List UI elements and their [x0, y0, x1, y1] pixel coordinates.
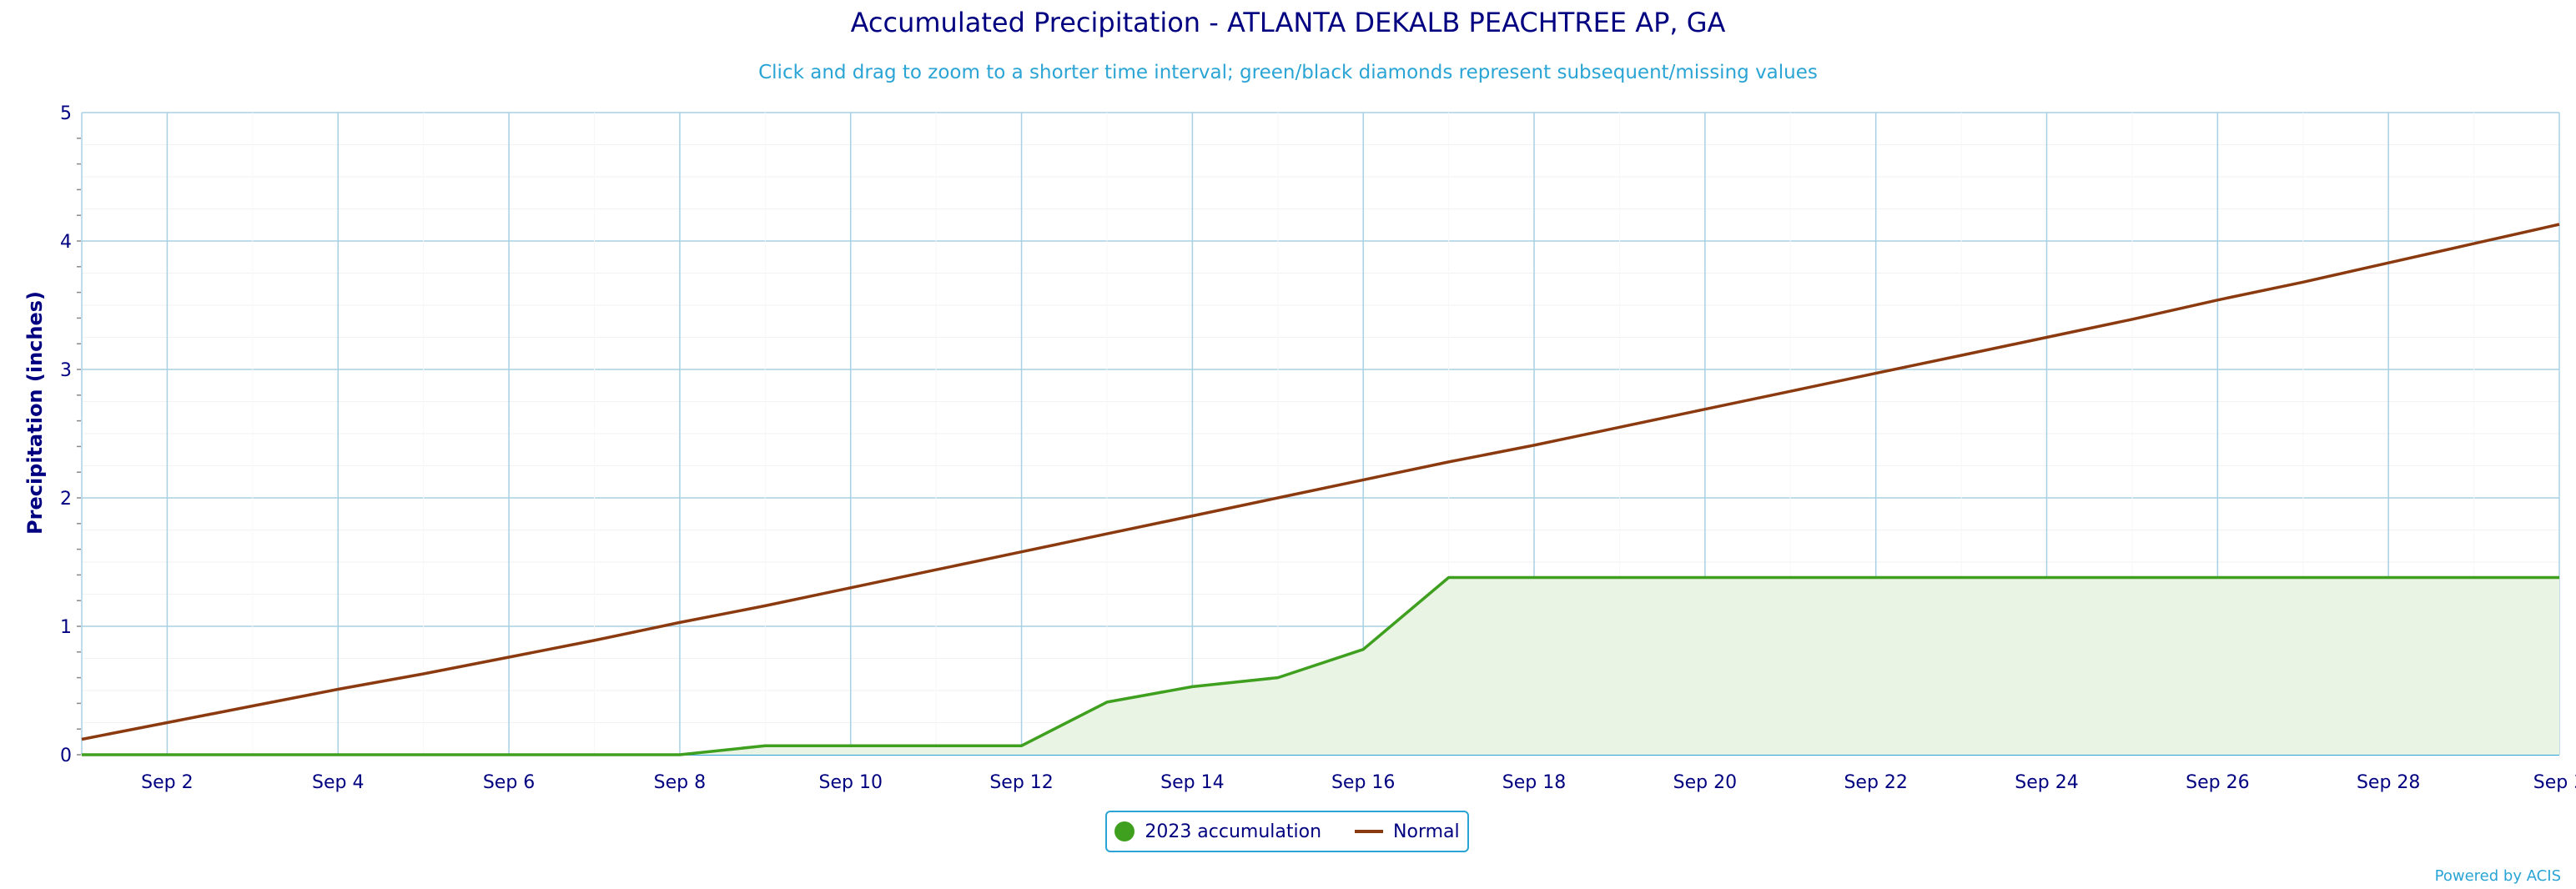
y-tick-label: 4: [60, 232, 72, 253]
y-tick-label: 0: [60, 746, 72, 766]
y-tick-label: 1: [60, 617, 72, 638]
x-tick-label: Sep 10: [818, 772, 882, 793]
x-tick-label: Sep 18: [1502, 772, 1566, 793]
series-layer: [81, 223, 2560, 756]
green-dot-icon: [1114, 821, 1135, 841]
legend-item-normal[interactable]: Normal: [1355, 821, 1460, 842]
brown-line-icon: [1355, 830, 1384, 833]
legend-item-2023[interactable]: 2023 accumulation: [1114, 821, 1321, 842]
axes: 0 1 2 3 4 5 Sep 2 Sep 4 Sep 6 Sep 8 Sep 10 Sep 12 Se…: [60, 103, 2576, 793]
legend: 2023 accumulation Normal: [1105, 811, 1469, 852]
y-tick-label: 5: [60, 103, 72, 124]
chart-title: Accumulated Precipitation - ATLANTA DEKA…: [850, 7, 1726, 38]
x-tick-label: Sep 28: [2357, 772, 2420, 793]
series-line-1: [82, 575, 2559, 756]
series-area-1: [82, 577, 2559, 755]
series-line-2: [81, 223, 2560, 741]
powered-by-link[interactable]: Powered by ACIS: [2434, 867, 2561, 885]
y-axis-label: Precipitation (inches): [23, 291, 47, 535]
x-tick-label: Sep 3: [2533, 772, 2576, 793]
x-tick-label: Sep 8: [654, 772, 706, 793]
x-tick-label: Sep 24: [2015, 772, 2078, 793]
y-tick-label: 3: [60, 360, 72, 381]
legend-label-normal: Normal: [1393, 821, 1460, 842]
x-tick-label: Sep 22: [1844, 772, 1907, 793]
x-tick-label: Sep 2: [141, 772, 193, 793]
x-tick-label: Sep 16: [1331, 772, 1395, 793]
chart-subtitle: Click and drag to zoom to a shorter time…: [758, 62, 1818, 83]
x-tick-label: Sep 6: [483, 772, 535, 793]
precipitation-chart[interactable]: 0 1 2 3 4 5 Sep 2 Sep 4 Sep 6 Sep 8 Sep 10 Sep 12 Se…: [0, 0, 2576, 801]
y-tick-label: 2: [60, 489, 72, 510]
x-tick-label: Sep 14: [1160, 772, 1224, 793]
legend-label-2023: 2023 accumulation: [1145, 821, 1322, 842]
x-tick-label: Sep 20: [1673, 772, 1737, 793]
x-tick-label: Sep 26: [2186, 772, 2249, 793]
x-tick-label: Sep 4: [312, 772, 364, 793]
x-tick-label: Sep 12: [989, 772, 1053, 793]
